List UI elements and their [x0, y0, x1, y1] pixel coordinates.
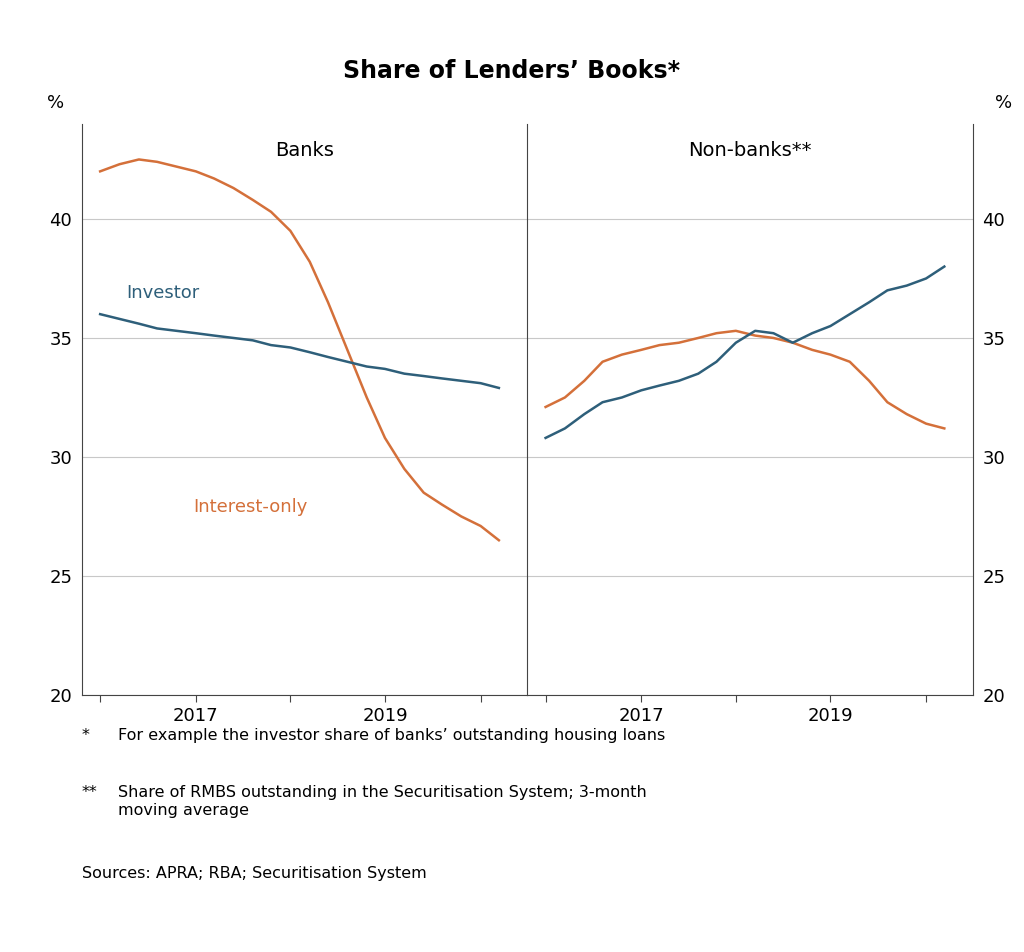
Text: Sources: APRA; RBA; Securitisation System: Sources: APRA; RBA; Securitisation Syste…: [82, 866, 427, 882]
Text: For example the investor share of banks’ outstanding housing loans: For example the investor share of banks’…: [118, 728, 665, 744]
Text: Investor: Investor: [127, 284, 200, 302]
Text: Share of Lenders’ Books*: Share of Lenders’ Books*: [343, 59, 681, 84]
Text: Interest-only: Interest-only: [194, 498, 307, 516]
Text: Share of RMBS outstanding in the Securitisation System; 3-month
moving average: Share of RMBS outstanding in the Securit…: [118, 785, 646, 818]
Text: Non-banks**: Non-banks**: [688, 141, 812, 160]
Text: **: **: [82, 785, 97, 801]
Text: %: %: [995, 94, 1013, 112]
Text: %: %: [47, 94, 63, 112]
Text: *: *: [82, 728, 90, 744]
Text: Banks: Banks: [275, 141, 334, 160]
